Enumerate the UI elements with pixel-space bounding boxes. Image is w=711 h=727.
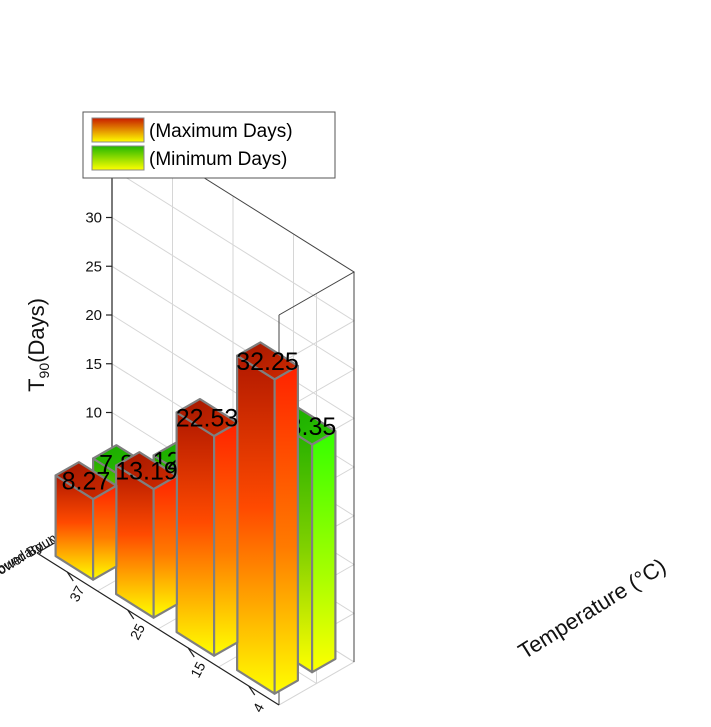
legend: (Maximum Days) (Minimum Days)	[82, 111, 336, 179]
bar-value-label: 13.19	[115, 458, 178, 486]
temperature-tick	[66, 571, 74, 582]
bar-side-face	[311, 430, 337, 674]
boundary-tick	[47, 536, 57, 543]
bar-side-face	[273, 364, 299, 695]
bar-side-face	[213, 421, 239, 657]
z-tick-label: 30	[85, 210, 102, 227]
bar-front-face	[236, 354, 276, 695]
legend-swatch	[91, 145, 145, 171]
bar-front-face	[114, 464, 155, 619]
bar-value-label: 32.25	[236, 348, 299, 376]
temperature-axis	[36, 552, 280, 706]
bar-value-label: 22.53	[176, 405, 239, 433]
temperature-tick-label: 15	[187, 659, 209, 680]
x-axis-title: Temperature (°C)	[514, 553, 671, 664]
y-axis-title-subscript: 90	[36, 363, 52, 379]
temperature-tick	[248, 685, 256, 696]
legend-label: (Maximum Days)	[149, 121, 293, 142]
bar-top-face	[175, 398, 239, 438]
bar-top-face	[236, 341, 299, 381]
bar-side-face	[91, 484, 118, 581]
temperature-tick	[187, 647, 195, 658]
y-axis-title: T90(Days)	[24, 298, 52, 392]
bar-value-label: 8.27	[62, 468, 111, 496]
legend-label: (Minimum Days)	[149, 149, 287, 170]
temperature-tick-label: 25	[127, 621, 149, 642]
bar-maximum: 13.19	[114, 451, 178, 619]
bar-maximum: 8.27	[54, 461, 118, 581]
z-tick-label: 20	[85, 307, 102, 324]
y-axis-title-main: T	[24, 378, 49, 391]
temperature-tick-label: 37	[66, 583, 88, 604]
bar-side-face	[152, 474, 178, 619]
z-tick-label: 10	[85, 405, 102, 422]
bar-maximum: 22.53	[175, 398, 239, 657]
temperature-tick-label: 4	[249, 700, 267, 715]
z-tick-label: 15	[85, 356, 102, 373]
boundary-tick-label: Upper Boundary	[0, 537, 45, 603]
legend-swatch	[91, 117, 145, 143]
bar-front-face	[175, 411, 216, 657]
bar-top-face	[114, 451, 178, 491]
z-tick-label: 25	[85, 258, 102, 275]
temperature-tick	[127, 609, 135, 620]
bar-maximum: 32.25	[236, 341, 299, 695]
bar-top-face	[54, 461, 118, 501]
y-axis-title-suffix: (Days)	[24, 298, 49, 363]
